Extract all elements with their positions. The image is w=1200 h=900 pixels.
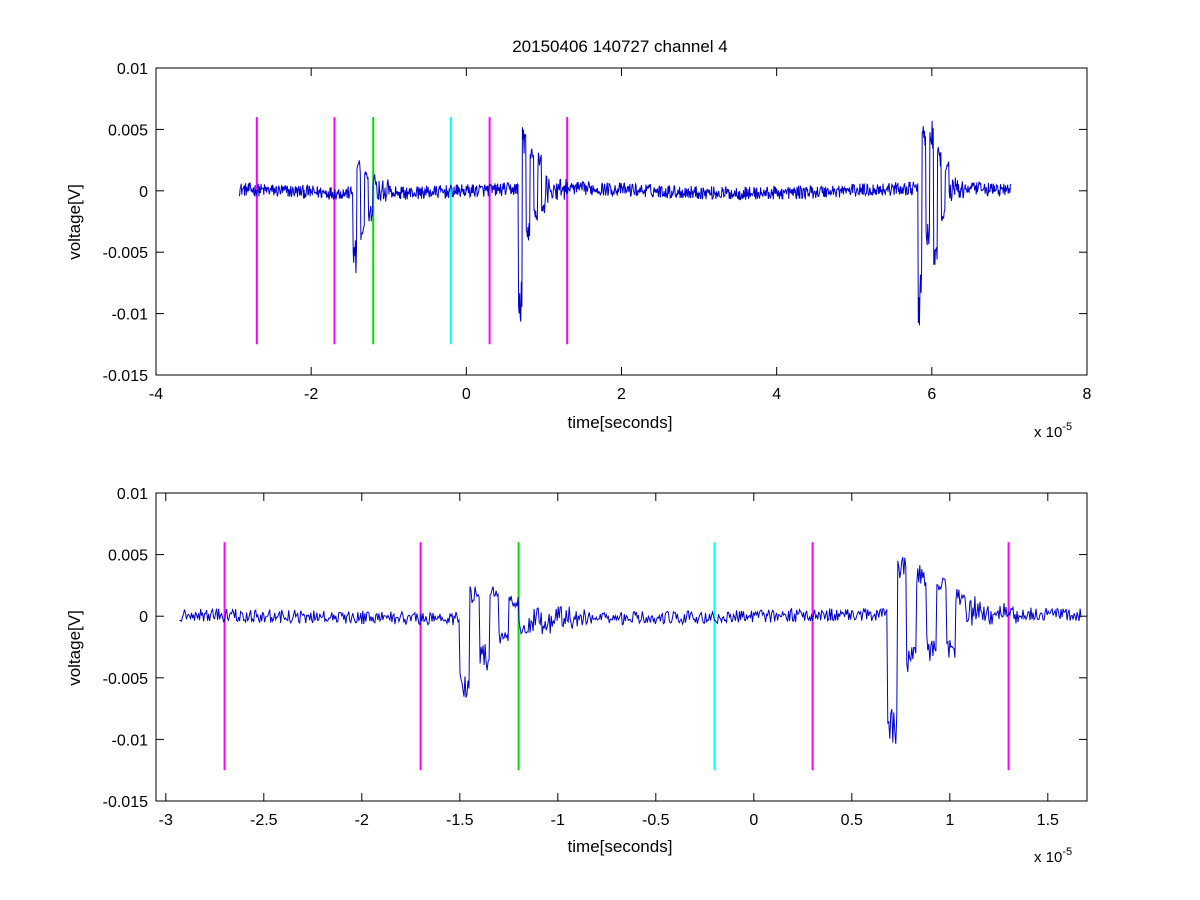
bottom-plot-xticks: -3 -2.5 -2 -1.5 -1 -0.5 0 0.5 1 1.5 — [159, 493, 1059, 829]
bottom-plot-xtick-label: 1 — [945, 812, 954, 829]
bottom-plot-ytick-label: 0 — [139, 609, 148, 626]
bottom-plot-xtick-label: 0.5 — [841, 812, 863, 829]
bottom-plot-xtick-label: -0.5 — [642, 812, 670, 829]
bottom-plot-x-multiplier-exp: -5 — [1062, 846, 1072, 858]
top-plot-ytick-label: 0.01 — [117, 61, 148, 78]
top-plot-x-multiplier-base: x 10 — [1034, 424, 1062, 441]
bottom-plot-ytick-label: -0.005 — [103, 671, 148, 688]
bottom-plot-trace — [179, 556, 1082, 744]
bottom-plot-xlabel: time[seconds] — [568, 837, 673, 856]
bottom-plot-xtick-label: -1.5 — [446, 812, 474, 829]
top-plot-ytick-label: 0 — [139, 184, 148, 201]
top-plot-ytick-label: -0.01 — [112, 307, 149, 324]
top-plot-x-multiplier: x 10-5 — [1034, 421, 1072, 441]
top-plot-xtick-label: 6 — [927, 386, 936, 403]
top-plot-xtick-label: 0 — [462, 386, 471, 403]
bottom-plot: -3 -2.5 -2 -1.5 -1 -0.5 0 0.5 1 1.5 -0.015-0.01-0… — [65, 486, 1088, 866]
bottom-plot-xtick-label: 0 — [749, 812, 758, 829]
bottom-plot-xtick-label: -3 — [159, 812, 173, 829]
top-plot-xtick-label: 8 — [1083, 386, 1092, 403]
bottom-plot-ytick-label: -0.015 — [103, 794, 148, 811]
bottom-plot-markers — [223, 542, 1010, 771]
bottom-plot-xtick-label: 1.5 — [1037, 812, 1059, 829]
bottom-plot-x-multiplier: x 10-5 — [1034, 846, 1072, 866]
top-plot-trace — [239, 120, 1012, 326]
bottom-plot-voltage-trace — [179, 556, 1082, 744]
top-plot-xlabel: time[seconds] — [568, 413, 673, 432]
bottom-plot-yticks: -0.015 -0.01 -0.005 0 0.005 0.01 — [103, 486, 1087, 811]
bottom-plot-ytick-label: 0.01 — [117, 486, 148, 503]
top-plot-xtick-label: 2 — [617, 386, 626, 403]
top-plot-ytick-label: -0.005 — [103, 245, 148, 262]
top-plot-xticks: -4 -2 0 2 4 6 8 — [149, 68, 1092, 403]
top-plot-xtick-label: -2 — [304, 386, 318, 403]
bottom-plot-ytick-label: 0.005 — [108, 548, 148, 565]
bottom-plot-xtick-label: -2 — [355, 812, 369, 829]
top-plot: -4 -2 0 2 4 6 8 -0.015 -0.01 -0.005 0 0.005 0.01 ti… — [65, 61, 1092, 441]
figure-title: 20150406 140727 channel 4 — [512, 37, 728, 56]
top-plot-voltage-trace — [239, 120, 1012, 326]
bottom-plot-axes-box — [155, 492, 1088, 802]
top-plot-ytick-label: 0.005 — [108, 122, 148, 139]
bottom-plot-xtick-label: -2.5 — [250, 812, 278, 829]
top-plot-ytick-label: -0.015 — [103, 368, 148, 385]
bottom-plot-xtick-label: -1 — [551, 812, 565, 829]
top-plot-xtick-label: -4 — [149, 386, 163, 403]
bottom-plot-x-multiplier-base: x 10 — [1034, 849, 1062, 866]
top-plot-xtick-label: 4 — [772, 386, 781, 403]
top-plot-ylabel: voltage[V] — [65, 184, 84, 260]
bottom-plot-ylabel: voltage[V] — [65, 610, 84, 686]
bottom-plot-ytick-label: -0.01 — [112, 732, 149, 749]
top-plot-yticks: -0.015 -0.01 -0.005 0 0.005 0.01 — [103, 61, 1087, 385]
top-plot-x-multiplier-exp: -5 — [1062, 421, 1072, 433]
top-plot-markers — [255, 117, 569, 345]
